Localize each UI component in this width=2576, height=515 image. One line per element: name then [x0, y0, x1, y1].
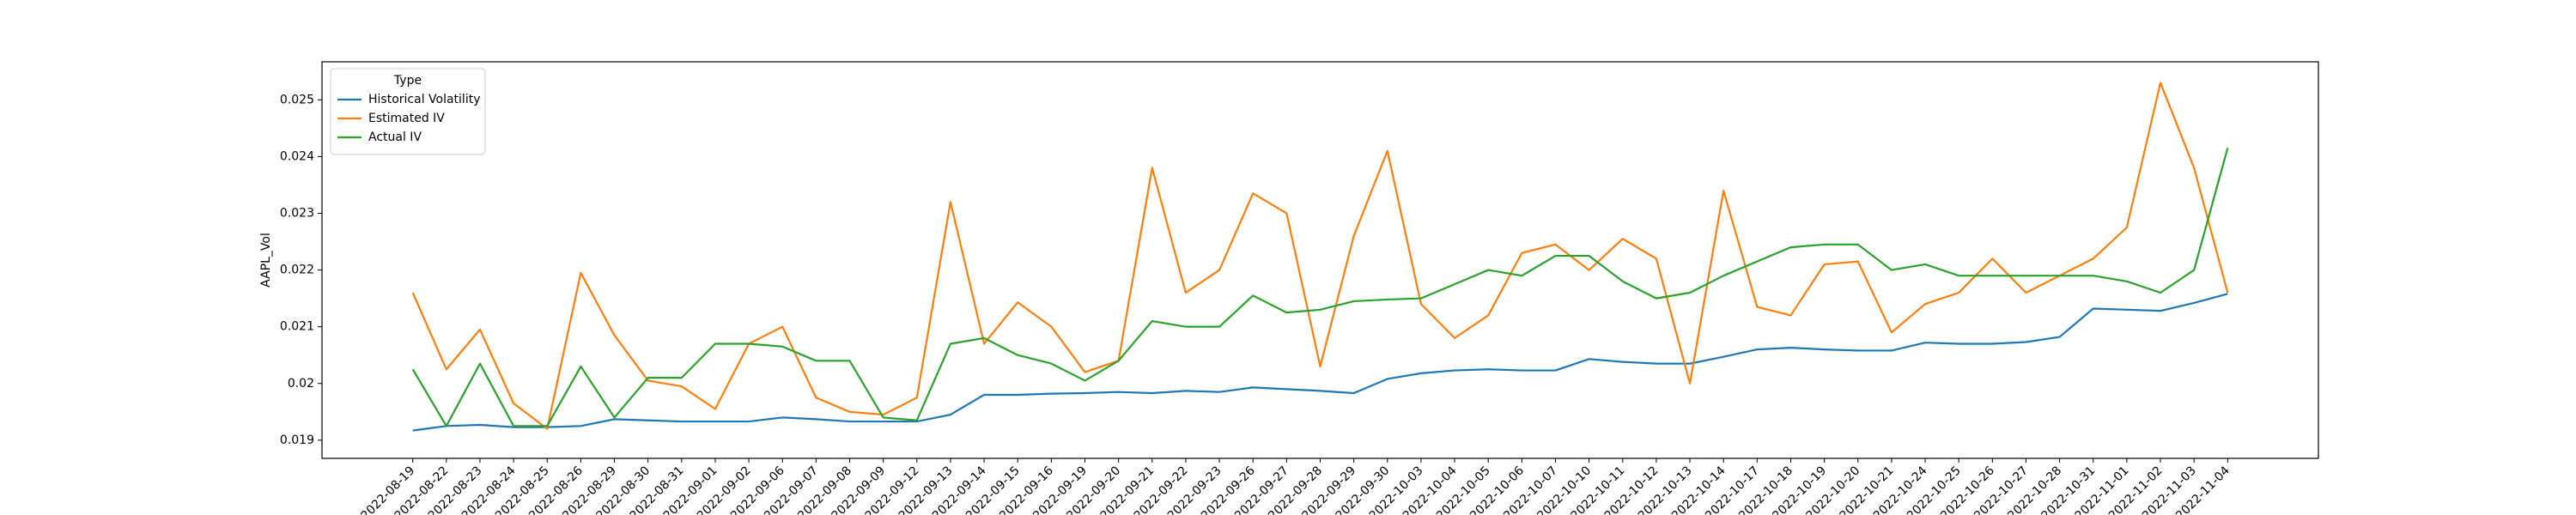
- y-tick-label: 0.025: [280, 93, 314, 106]
- legend-label: Estimated IV: [368, 112, 445, 125]
- y-tick-label: 0.019: [280, 433, 314, 447]
- y-axis-label: AAPL_Vol: [259, 233, 273, 288]
- legend-label: Historical Volatility: [368, 93, 480, 106]
- y-tick-label: 0.023: [280, 206, 314, 220]
- y-tick-label: 0.022: [280, 264, 314, 277]
- legend-label: Actual IV: [368, 130, 422, 144]
- legend-title: Type: [393, 74, 422, 88]
- series-line: [411, 82, 2229, 430]
- plot-frame: [321, 61, 2319, 459]
- series-line: [412, 293, 2228, 432]
- legend-box: [330, 68, 486, 155]
- series-line: [411, 148, 2229, 427]
- y-tick-label: 0.021: [280, 320, 314, 334]
- y-tick-label: 0.024: [280, 149, 314, 163]
- y-tick-label: 0.02: [288, 377, 314, 391]
